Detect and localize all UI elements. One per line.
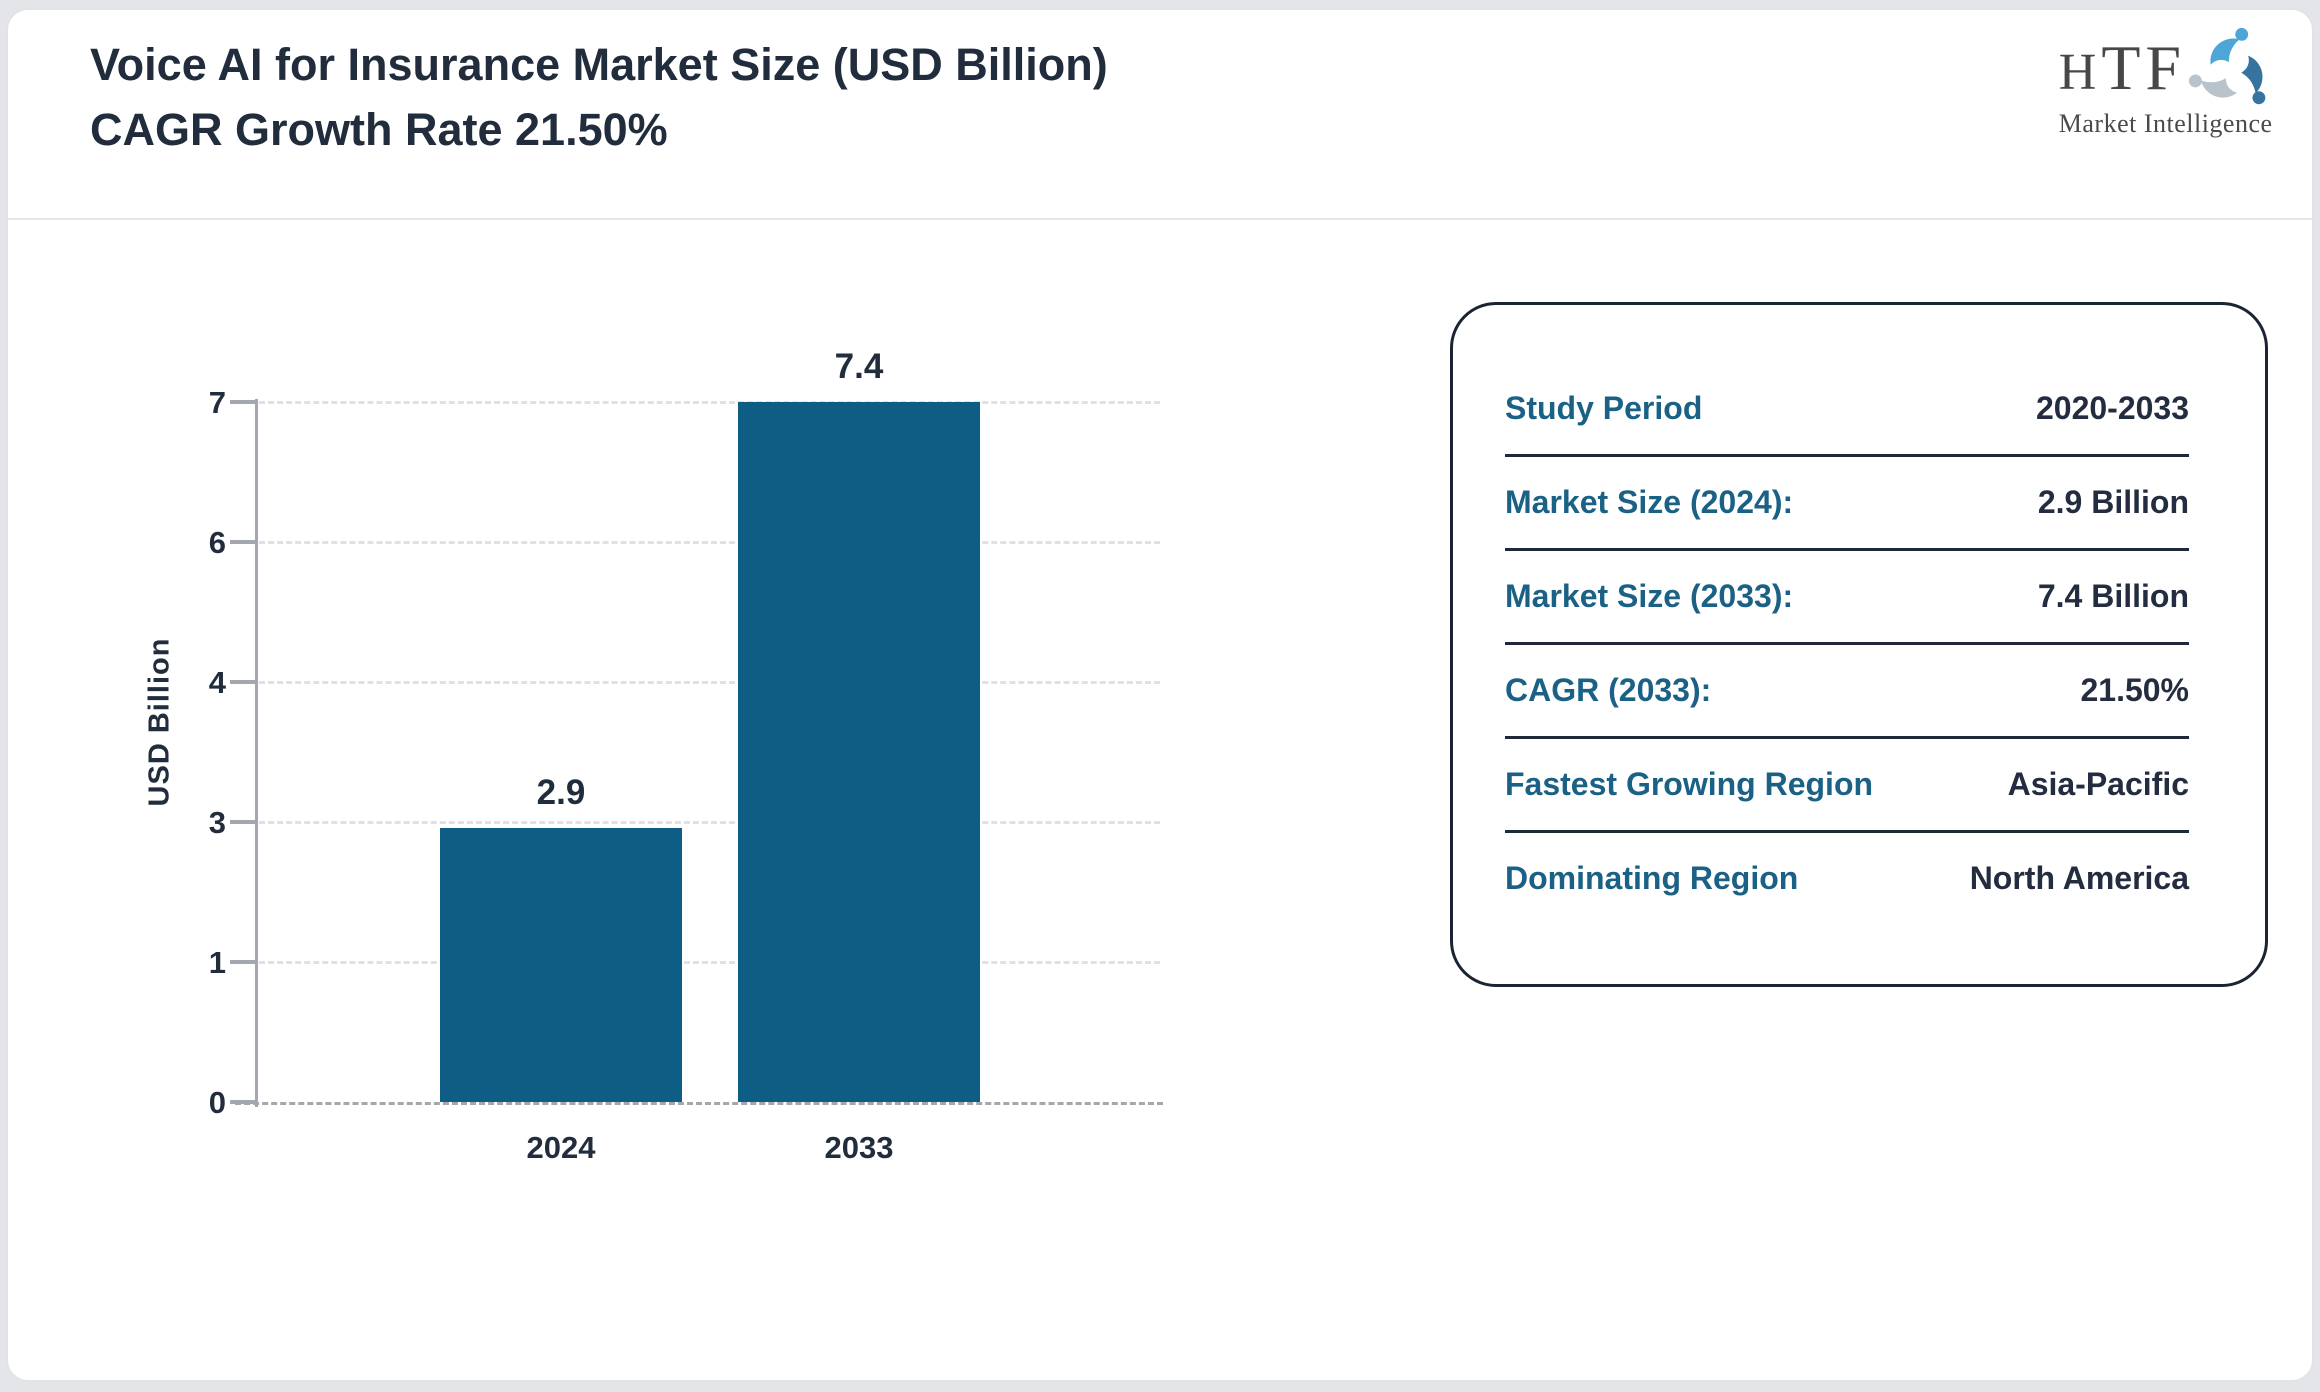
panel-row-label: Market Size (2033): (1505, 578, 1794, 614)
y-tick-label: 4 (208, 665, 226, 700)
panel-row-label: CAGR (2033): (1505, 672, 1712, 708)
panel-row-label: Dominating Region (1505, 860, 1799, 896)
y-tick-mark (230, 1100, 255, 1104)
panel-row-value: 21.50% (2080, 672, 2189, 708)
info-panel-rows: Study Period 2020-2033 Market Size (2024… (1505, 363, 2189, 924)
title-line-1: Voice AI for Insurance Market Size (USD … (90, 39, 1108, 90)
x-axis-baseline (235, 1102, 1163, 1105)
title-line-2: CAGR Growth Rate 21.50% (90, 104, 668, 155)
panel-row-label: Fastest Growing Region (1505, 766, 1874, 802)
y-axis-line (255, 399, 258, 1107)
bar-2024 (440, 828, 682, 1102)
info-panel: Study Period 2020-2033 Market Size (2024… (1450, 302, 2268, 987)
gridline (259, 821, 1160, 824)
y-tick-label: 3 (208, 805, 226, 840)
brand-logo: HTF (2059, 22, 2278, 139)
y-tick-mark (230, 540, 255, 544)
gridline (259, 961, 1160, 964)
y-tick-mark (230, 680, 255, 684)
panel-row-value: North America (1969, 860, 2189, 896)
panel-row-value: Asia-Pacific (2007, 766, 2189, 802)
y-tick-mark (230, 960, 255, 964)
panel-row-study-period: Study Period 2020-2033 (1505, 363, 2189, 457)
gridline (259, 401, 1160, 404)
panel-row-market-size-2024: Market Size (2024): 2.9 Billion (1505, 457, 2189, 551)
y-tick-label: 1 (208, 945, 226, 980)
panel-row-dominating-region: Dominating Region North America (1505, 833, 2189, 924)
y-tick-label: 7 (208, 385, 226, 420)
y-tick-label: 0 (208, 1085, 226, 1120)
report-card: Voice AI for Insurance Market Size (USD … (6, 8, 2314, 1382)
panel-row-label: Market Size (2024): (1505, 484, 1794, 520)
logo-subtitle: Market Intelligence (2058, 109, 2273, 138)
panel-row-fastest-growing-region: Fastest Growing Region Asia-Pacific (1505, 739, 2189, 833)
y-tick-label: 6 (208, 525, 226, 560)
panel-row-value: 2.9 Billion (2037, 484, 2189, 520)
bar-2033 (738, 402, 980, 1102)
panel-row-value: 2020-2033 (2035, 390, 2189, 426)
y-axis-title: USD Billion (143, 637, 176, 807)
panel-row-cagr: CAGR (2033): 21.50% (1505, 645, 2189, 739)
panel-row-market-size-2033: Market Size (2033): 7.4 Billion (1505, 551, 2189, 645)
y-tick-mark (230, 820, 255, 824)
logo-row: HTF (2059, 22, 2278, 119)
header: Voice AI for Insurance Market Size (USD … (8, 10, 2312, 220)
logo-text: HTF (2058, 32, 2186, 103)
gridline (259, 681, 1160, 684)
bar-chart: USD Billion 0 1 3 4 6 7 2.9 2024 7.4 2033 (8, 10, 2312, 1380)
bar-value-label: 7.4 (834, 347, 884, 386)
bar-value-label: 2.9 (536, 773, 586, 812)
logo-swirl-icon (2188, 27, 2266, 104)
gridline (259, 541, 1160, 544)
x-axis-category-label: 2024 (526, 1130, 596, 1165)
y-tick-mark (230, 400, 255, 404)
x-axis-category-label: 2033 (824, 1130, 894, 1165)
panel-row-value: 7.4 Billion (2037, 578, 2189, 614)
panel-row-label: Study Period (1505, 390, 1703, 426)
page-title: Voice AI for Insurance Market Size (USD … (90, 32, 1108, 162)
